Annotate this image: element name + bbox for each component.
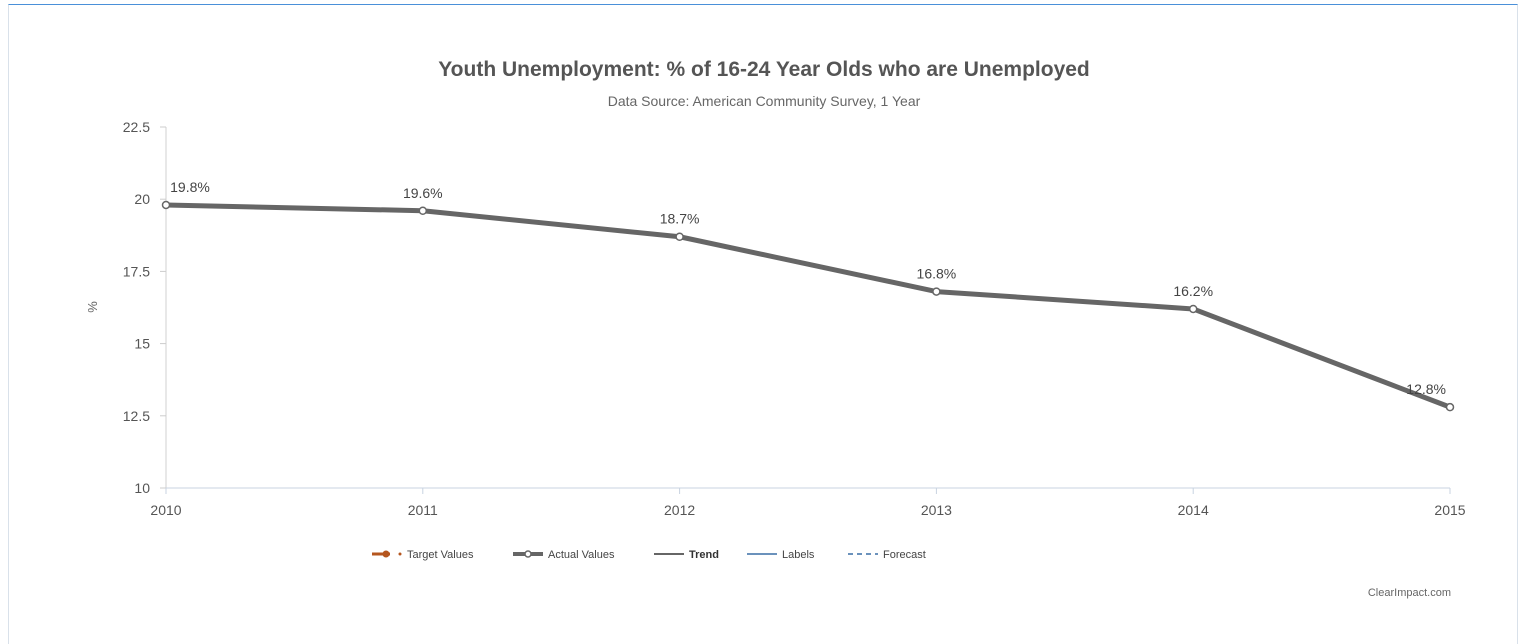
y-tick-label: 12.5: [123, 408, 150, 424]
data-point: [161, 200, 171, 210]
data-label: 12.8%: [1406, 381, 1446, 397]
data-point: [1445, 402, 1455, 412]
y-tick-label: 15: [134, 336, 150, 352]
legend-item-actual-values[interactable]: Actual Values: [513, 549, 615, 561]
data-label: 16.2%: [1173, 283, 1213, 299]
y-tick-label: 10: [134, 480, 150, 496]
data-point: [1188, 304, 1198, 314]
credit-link[interactable]: ClearImpact.com: [1368, 587, 1451, 599]
data-label: 18.7%: [660, 211, 700, 227]
legend-marker: [524, 550, 532, 558]
data-point: [418, 206, 428, 216]
legend[interactable]: Target Values Actual Values Trend Labels For…: [372, 549, 926, 561]
legend-item-forecast[interactable]: Forecast: [848, 549, 926, 561]
legend-label: Target Values: [407, 549, 474, 561]
legend-item-labels[interactable]: Labels: [747, 549, 815, 561]
legend-label: Trend: [689, 549, 719, 561]
data-label: 16.8%: [917, 266, 957, 282]
legend-label: Labels: [782, 549, 815, 561]
x-tick-label: 2015: [1434, 502, 1465, 518]
legend-marker: [398, 552, 402, 556]
chart-frame: [8, 4, 1518, 644]
x-tick-label: 2010: [150, 502, 181, 518]
y-tick-label: 20: [134, 191, 150, 207]
legend-marker: [382, 550, 390, 558]
legend-item-target-values[interactable]: Target Values: [372, 549, 474, 561]
x-tick-label: 2012: [664, 502, 695, 518]
data-point: [675, 232, 684, 241]
plot-group: 19.8% 19.6% 18.7% 16.8% 16.2% 12.8%: [161, 179, 1455, 412]
legend-item-trend[interactable]: Trend: [654, 549, 719, 561]
chart-subtitle: Data Source: American Community Survey, …: [608, 93, 921, 109]
legend-label: Forecast: [883, 549, 926, 561]
data-label: 19.8%: [170, 179, 210, 195]
x-tick-label: 2013: [921, 502, 952, 518]
x-tick-label: 2014: [1178, 502, 1209, 518]
series-line-actual-values: [163, 202, 1453, 410]
legend-label: Actual Values: [548, 549, 615, 561]
y-axis-label: %: [85, 301, 100, 313]
chart-title: Youth Unemployment: % of 16-24 Year Olds…: [438, 58, 1090, 81]
y-tick-label: 22.5: [123, 119, 150, 135]
y-tick-label: 17.5: [123, 263, 150, 279]
axes-group: 10 12.5 15 17.5 20 22.5 2010 2011 2012 2013 2014 20…: [123, 119, 1466, 518]
data-label: 19.6%: [403, 185, 443, 201]
x-tick-label: 2011: [408, 502, 438, 518]
data-point: [932, 287, 941, 296]
